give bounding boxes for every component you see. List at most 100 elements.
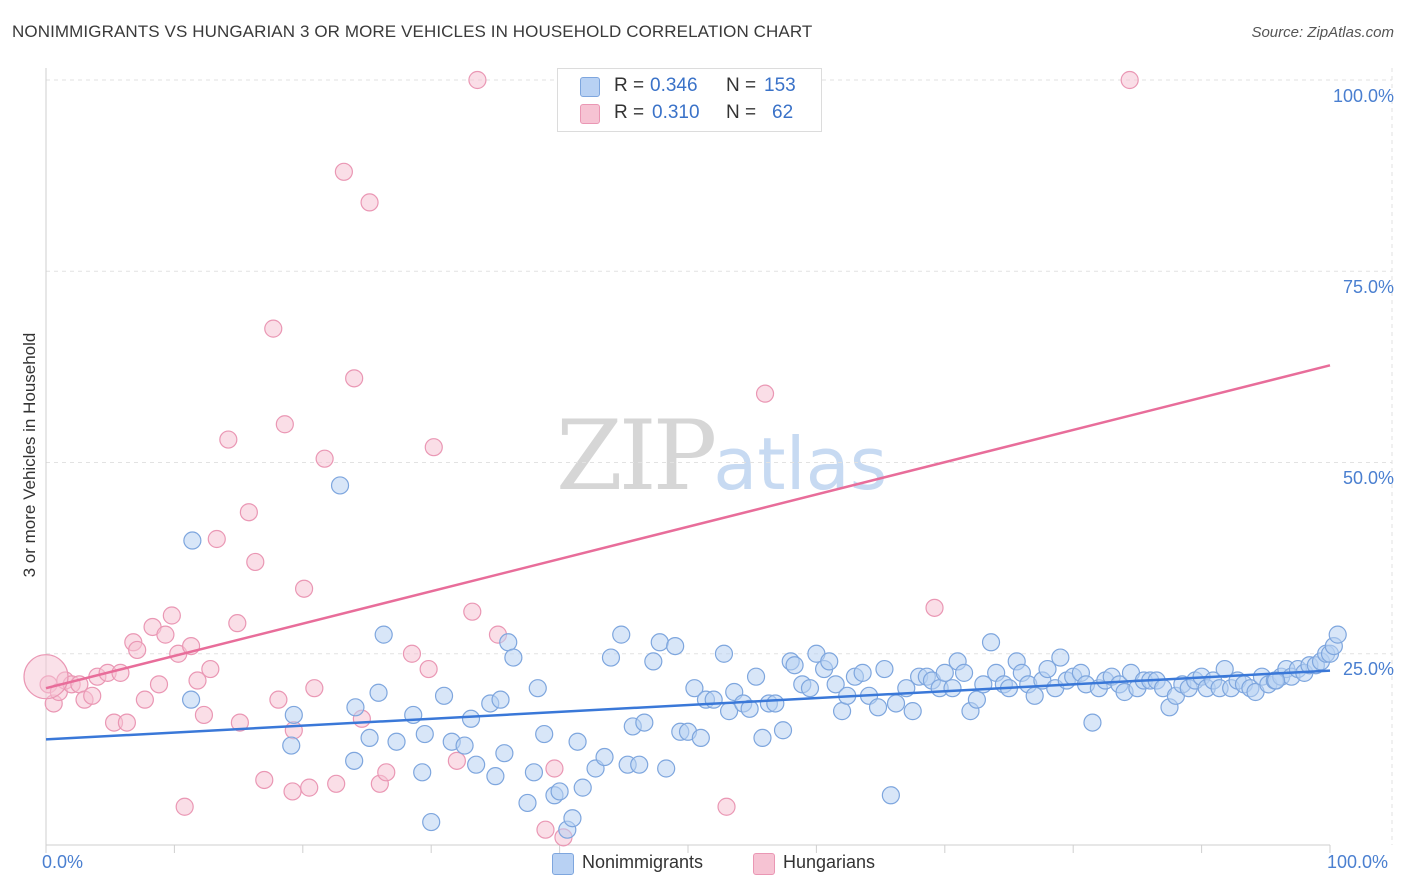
nonimmigrants-point [746, 667, 766, 686]
hungarians-point [294, 579, 314, 598]
nonimmigrants-trend-line [45, 669, 1331, 741]
hungarians-point [334, 162, 353, 181]
nonimmigrants-point [881, 786, 900, 805]
nonimmigrants-point [820, 652, 839, 671]
hungarians-trend-line [45, 364, 1331, 690]
hungarians-point [230, 713, 249, 732]
legend-swatch-blue [580, 77, 600, 97]
nonimmigrants-point [954, 663, 974, 682]
nonimmigrants-point [935, 663, 954, 682]
y-tick-label: 50.0% [1342, 468, 1394, 488]
nonimmigrants-point [1051, 648, 1070, 667]
hungarians-point [255, 770, 274, 790]
nonimmigrants-point [369, 683, 388, 702]
legend-r-value: 0.346 [650, 75, 698, 96]
y-axis-label: 3 or more Vehicles in Household [20, 332, 39, 578]
hungarians-point [219, 430, 238, 449]
hungarians-point [447, 751, 466, 770]
hungarians-point [269, 690, 288, 709]
source-credit: Source: ZipAtlas.com [1251, 24, 1394, 41]
nonimmigrants-point [550, 782, 569, 801]
hungarians-point [424, 438, 443, 457]
hungarians-point [135, 690, 154, 709]
hungarians-point [162, 606, 181, 625]
nonimmigrants-point [853, 663, 872, 682]
hungarians-point [468, 70, 487, 90]
nonimmigrants-point [685, 679, 704, 698]
nonimmigrants-point [753, 728, 772, 748]
nonimmigrants-point [387, 732, 406, 751]
legend-r-value: 0.310 [652, 102, 700, 123]
nonimmigrants-point [486, 767, 505, 786]
nonimmigrants-point [785, 656, 804, 675]
hungarians-point [117, 713, 136, 732]
y-tick-label: 100.0% [1332, 86, 1394, 106]
y-tick-label: 75.0% [1342, 277, 1394, 297]
legend-label-hungarians: Hungarians [783, 852, 876, 872]
nonimmigrants-point [800, 679, 820, 698]
hungarians-point [207, 529, 226, 549]
nonimmigrants-point [635, 713, 654, 732]
hungarians-point [239, 503, 258, 522]
nonimmigrants-point [455, 736, 474, 755]
hungarians-point [175, 797, 194, 816]
nonimmigrants-points [181, 476, 1347, 839]
hungarians-point [463, 602, 482, 621]
hungarians-point [194, 705, 214, 725]
watermark-zip: ZIP [556, 400, 717, 512]
nonimmigrants-point [826, 675, 845, 694]
nonimmigrants-point [644, 652, 663, 671]
nonimmigrants-point [563, 809, 582, 828]
hungarians-point [755, 384, 775, 403]
hungarians-point [925, 598, 944, 617]
nonimmigrants-point [499, 633, 518, 652]
nonimmigrants-point [422, 812, 441, 832]
nonimmigrants-point [346, 698, 365, 717]
nonimmigrants-point [504, 648, 523, 667]
hungarians-point [717, 797, 736, 816]
hungarians-point [284, 721, 303, 740]
nonimmigrants-point [528, 679, 547, 698]
legend-r-label: R = [614, 102, 645, 123]
nonimmigrants-point [467, 755, 486, 774]
nonimmigrants-point [415, 724, 434, 744]
hungarians-point [149, 675, 169, 694]
nonimmigrants-point [360, 728, 379, 748]
hungarians-point [377, 763, 396, 782]
nonimmigrants-point [903, 702, 922, 721]
nonimmigrants-point [183, 531, 202, 550]
hungarians-point [201, 659, 220, 679]
legend-n-label: N = [726, 102, 757, 123]
hungarians-point [83, 686, 102, 705]
watermark-atlas: atlas [713, 422, 888, 506]
nonimmigrants-point [491, 690, 510, 709]
hungarians-point [156, 625, 175, 644]
nonimmigrants-point [595, 747, 614, 767]
hungarians-point [315, 449, 334, 468]
nonimmigrants-point [1038, 659, 1057, 679]
nonimmigrants-point [967, 690, 987, 709]
hungarians-point [283, 782, 302, 801]
nonimmigrants-point [773, 721, 793, 740]
nonimmigrants-point [495, 744, 514, 763]
nonimmigrants-point [181, 690, 201, 709]
legend-n-value: 153 [764, 75, 796, 96]
nonimmigrants-point [1025, 686, 1044, 705]
hungarians-point [264, 319, 283, 338]
hungarians-point [327, 774, 346, 793]
nonimmigrants-point [518, 793, 537, 813]
hungarians-point [402, 644, 422, 663]
nonimmigrants-point [461, 709, 481, 728]
nonimmigrants-point [374, 625, 393, 644]
hungarians-point [305, 679, 324, 698]
chart-title: NONIMMIGRANTS VS HUNGARIAN 3 OR MORE VEH… [12, 22, 813, 41]
nonimmigrants-point [284, 705, 303, 725]
nonimmigrants-point [875, 659, 894, 679]
nonimmigrants-point [330, 476, 350, 495]
nonimmigrants-point [573, 778, 592, 797]
legend-n-value: 62 [772, 102, 794, 123]
hungarians-point [360, 193, 379, 212]
nonimmigrants-point [666, 636, 685, 656]
legend-label-nonimmigrants: Nonimmigrants [582, 852, 704, 872]
y-tick-label: 25.0% [1342, 659, 1394, 679]
